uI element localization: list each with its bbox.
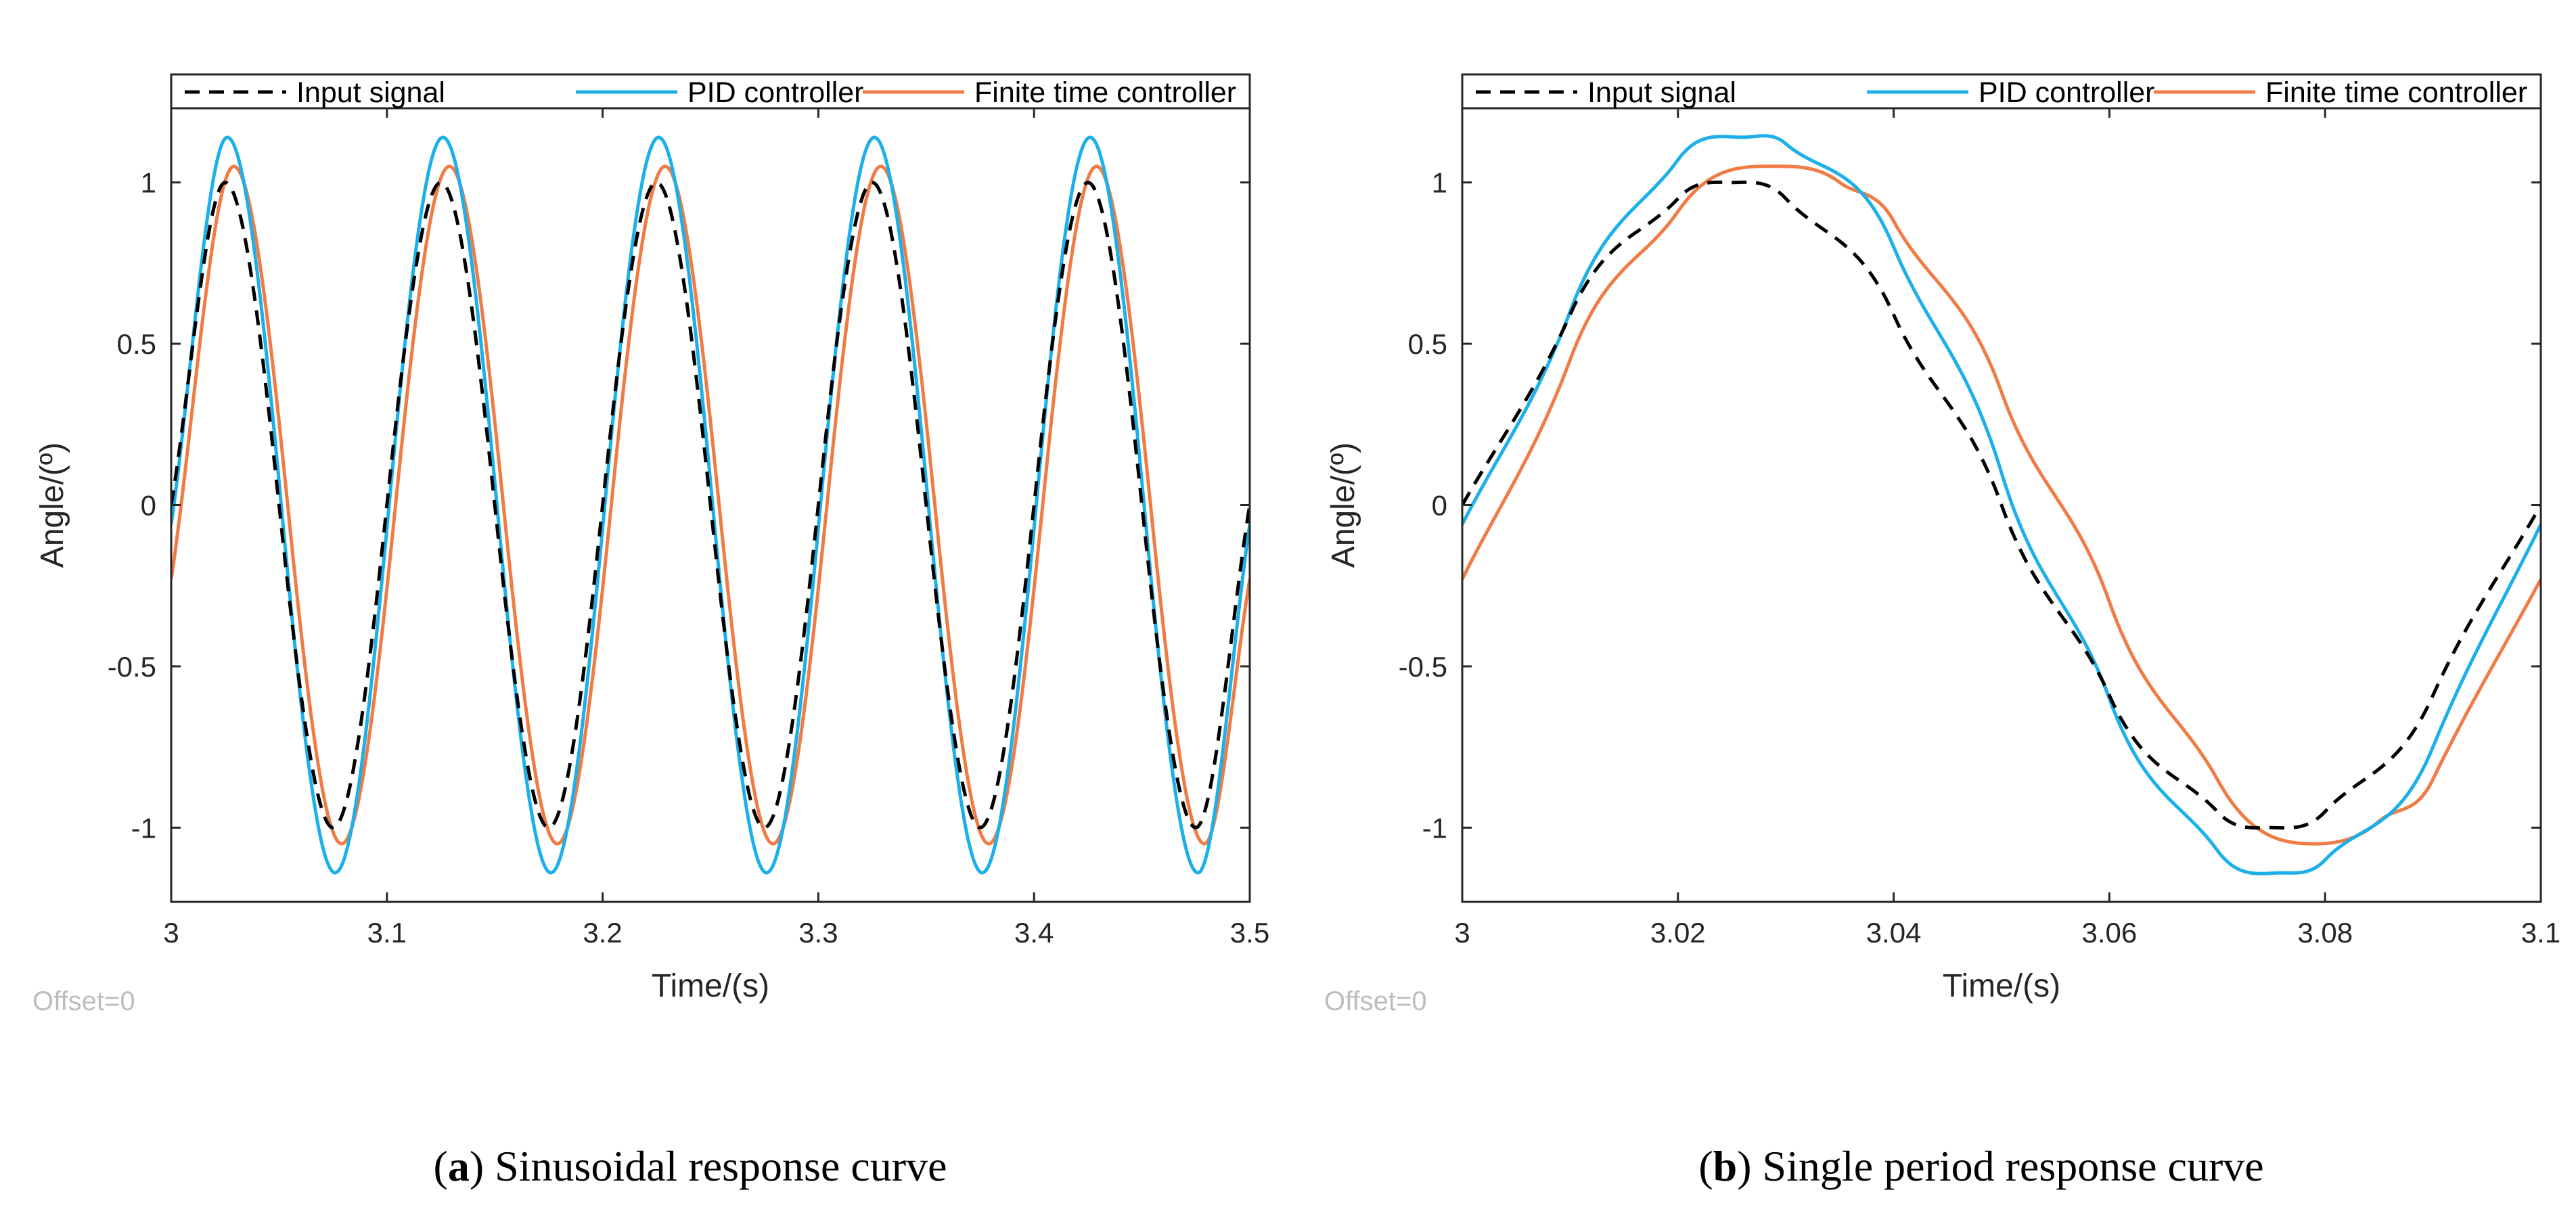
y-tick-label: 1 [141,167,156,199]
x-tick-label: 3.1 [367,917,407,949]
x-tick-label: 3.02 [1650,917,1706,949]
legend: Input signal PID controller Finite time co… [185,76,1236,109]
x-axis-label: Time/(s) [652,968,769,1004]
caption-open: ( [1698,1142,1713,1190]
axes-box [170,73,1251,903]
y-tick-label: 0.5 [1408,328,1447,360]
offset-label: Offset=0 [32,986,135,1016]
caption-text: ) Single period response curve [1737,1142,2263,1190]
x-axis-label: Time/(s) [1943,968,2060,1004]
y-tick-label: -1 [1422,812,1447,844]
x-tick-label: 3.5 [1230,917,1269,949]
legend-label-0: Input signal [1587,76,1736,109]
y-axis-label: Angle/(º) [1326,442,1361,568]
offset-label: Offset=0 [1324,986,1427,1016]
legend-label-1: PID controller [687,76,863,109]
figure-caption: (b) Single period response curve [1698,1142,2263,1190]
series-line-pid-controller [1462,134,2541,875]
y-tick-label: -0.5 [1399,651,1447,683]
series-line-input-signal [1462,180,2541,830]
legend-label-2: Finite time controller [974,76,1236,109]
x-tick-label: 3 [1454,917,1470,949]
x-tick-label: 3.04 [1866,917,1922,949]
caption-letter: a [448,1142,470,1190]
y-tick-label: 1 [1432,167,1447,199]
x-tick-label: 3 [163,917,179,949]
legend-label-2: Finite time controller [2265,76,2527,109]
legend-label-1: PID controller [1979,76,2154,109]
plot-lines [171,135,1250,875]
legend-label-0: Input signal [296,76,445,109]
figure-caption: (a) Sinusoidal response curve [434,1142,947,1190]
series-line-input-signal [171,181,1250,829]
legend: Input signal PID controller Finite time co… [1476,76,2527,109]
y-tick-label: 0 [1432,490,1447,522]
caption-open: ( [434,1142,448,1190]
caption-text: ) Sinusoidal response curve [470,1142,947,1190]
chart-panel-a: Input signal PID controller Finite time co… [32,73,1269,1190]
caption-letter: b [1713,1142,1738,1190]
x-tick-label: 3.4 [1014,917,1054,949]
axes-box [1461,73,2542,903]
series-line-pid-controller [171,135,1250,875]
series-line-finite-time-controller [171,164,1250,846]
y-tick-label: 0.5 [117,328,156,360]
y-axis-label: Angle/(º) [35,442,70,568]
x-tick-label: 3.2 [583,917,622,949]
plot-lines [1462,134,2541,875]
x-tick-label: 3.1 [2521,917,2560,949]
y-tick-label: -1 [131,812,156,844]
x-tick-label: 3.06 [2082,917,2138,949]
y-tick-label: 0 [141,490,156,522]
y-tick-label: -0.5 [108,651,156,683]
x-tick-label: 3.3 [798,917,838,949]
x-tick-label: 3.08 [2297,917,2353,949]
chart-panel-b: Input signal PID controller Finite time co… [1324,73,2560,1190]
